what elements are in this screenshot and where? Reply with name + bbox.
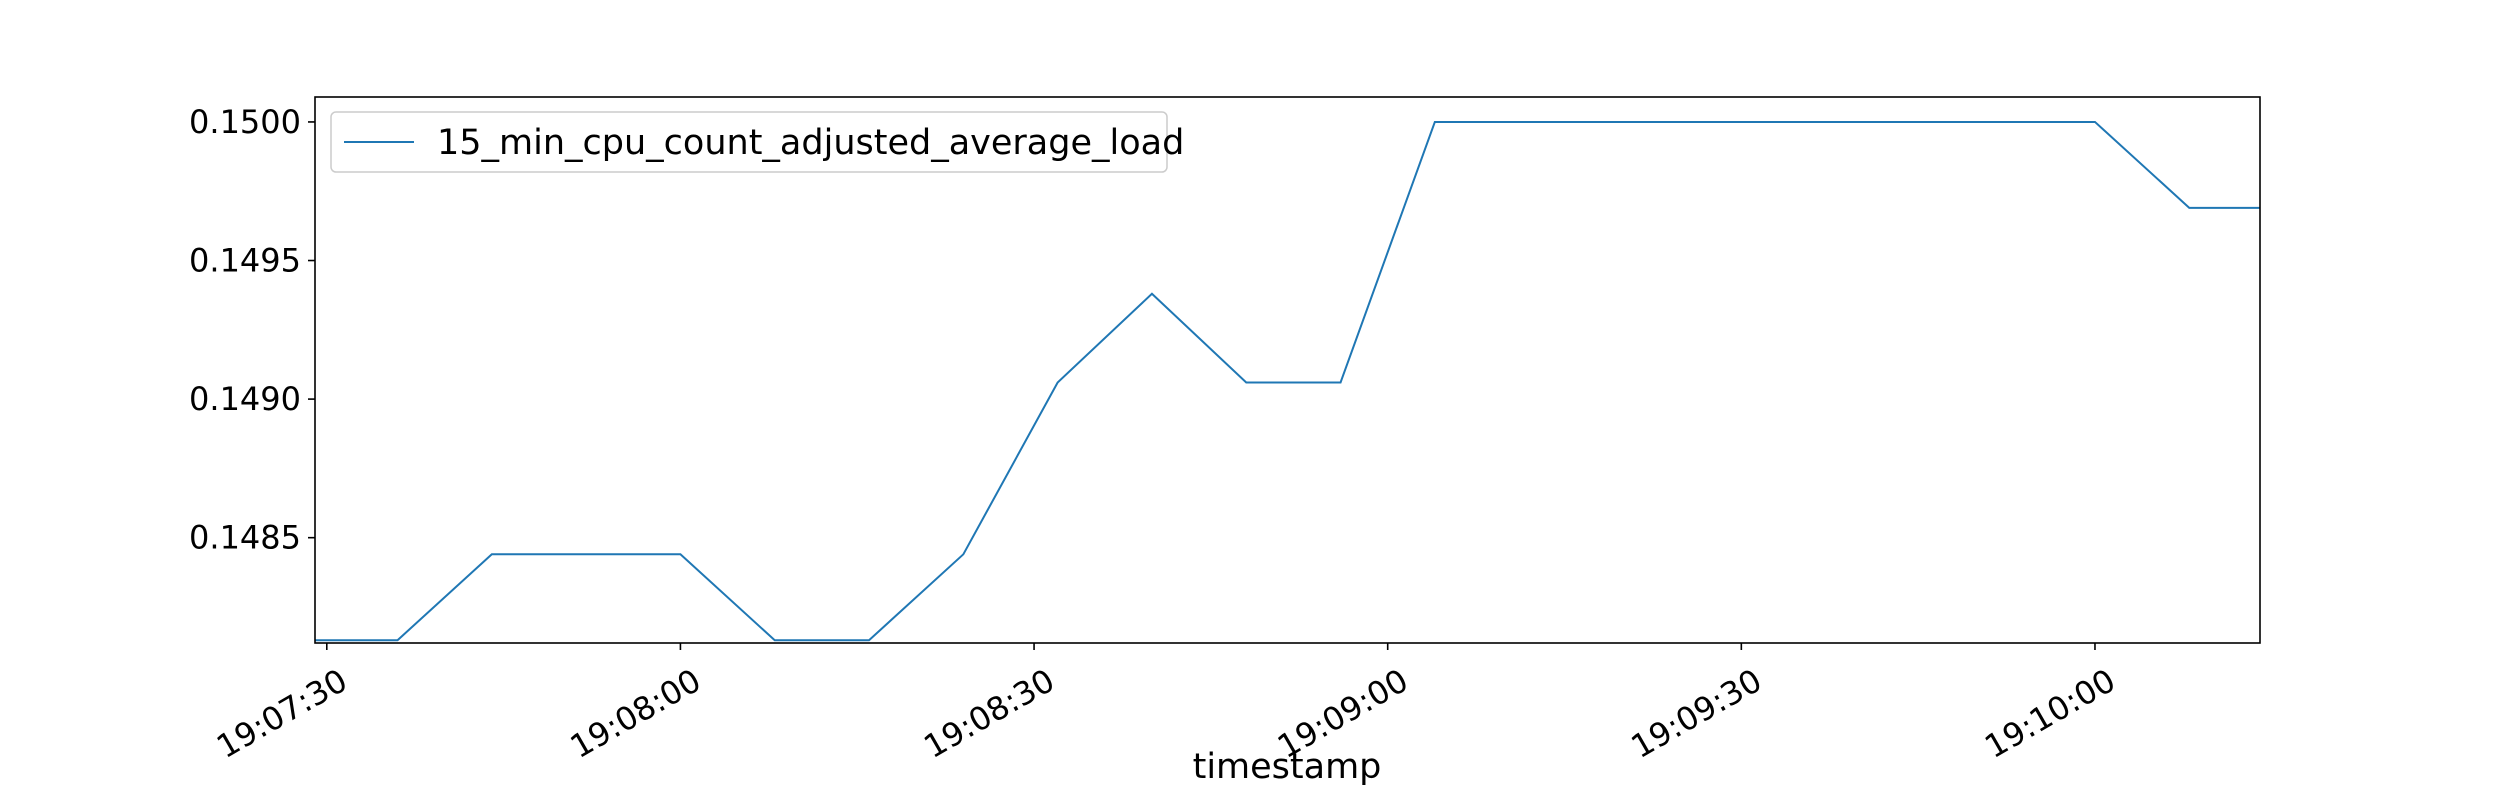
legend: 15_min_cpu_count_adjusted_average_load [330, 111, 1184, 173]
y-tick-label: 0.1495 [189, 242, 301, 280]
y-axis-ticks: 0.1485 0.1490 0.1495 0.1500 [189, 103, 315, 557]
x-tick-label: 19:09:30 [1625, 661, 1768, 766]
x-tick-label: 19:07:30 [210, 661, 353, 766]
x-axis-label: timestamp [1193, 747, 1382, 787]
series-line-0 [315, 120, 2260, 642]
legend-box [330, 111, 1168, 173]
x-tick-label: 19:08:30 [917, 661, 1060, 766]
x-tick-label: 19:08:00 [564, 661, 707, 766]
y-tick-label: 0.1500 [189, 103, 301, 141]
legend-label: 15_min_cpu_count_adjusted_average_load [437, 123, 1184, 163]
y-tick-label: 0.1485 [189, 519, 301, 557]
series-layer [315, 120, 2260, 642]
plot-frame [314, 96, 2261, 644]
x-tick-label: 19:10:00 [1978, 661, 2121, 766]
y-tick-label: 0.1490 [189, 380, 301, 418]
x-axis-ticks: 19:07:30 19:08:00 19:08:30 19:09:00 19:09:30… [210, 643, 2122, 766]
